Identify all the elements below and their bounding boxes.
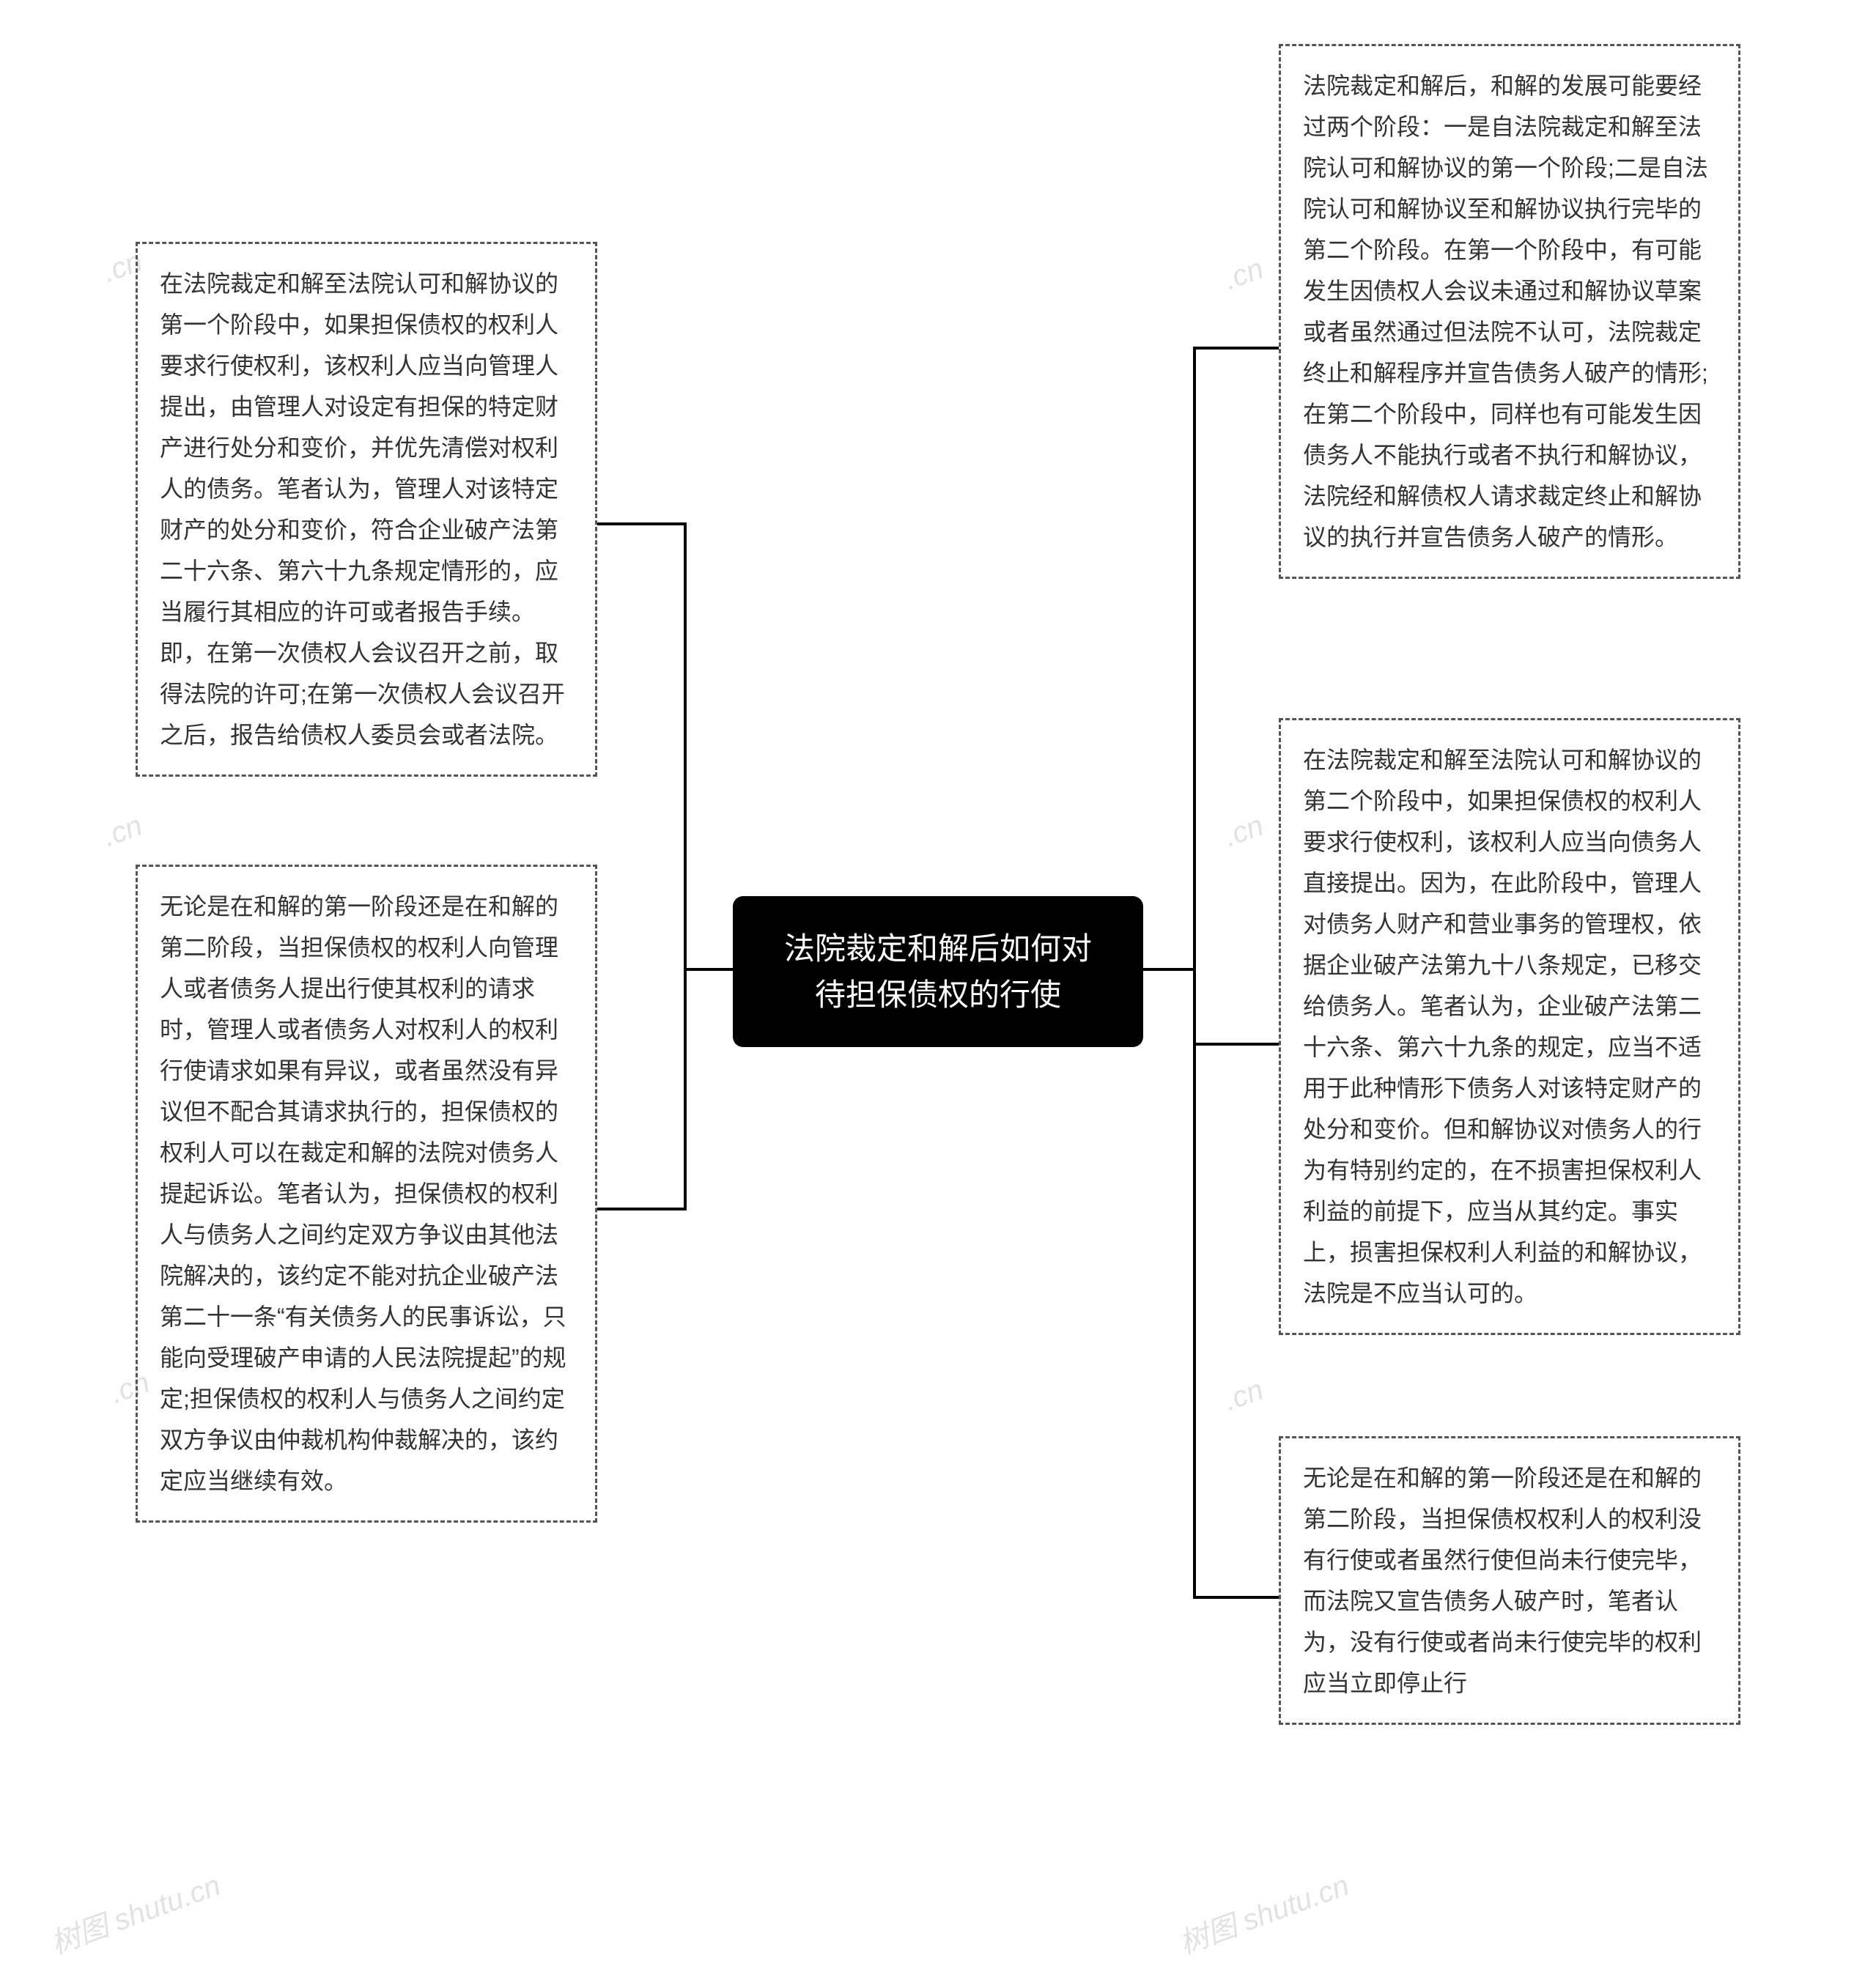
right-node-3: 无论是在和解的第一阶段还是在和解的第二阶段，当担保债权权利人的权利没有行使或者虽…: [1279, 1436, 1740, 1725]
watermark: .cn: [1220, 809, 1268, 854]
watermark: .cn: [1220, 1373, 1268, 1418]
right-connector: [1143, 344, 1279, 1605]
watermark: 树图 shutu.cn: [1172, 1862, 1354, 1962]
left-connector: [597, 520, 733, 1216]
watermark: .cn: [99, 809, 147, 854]
diagram-canvas: .cn .cn .cn .cn .cn .cn 树图 shutu.cn 树图 s…: [0, 0, 1876, 1963]
left-node-2: 无论是在和解的第一阶段还是在和解的第二阶段，当担保债权的权利人向管理人或者债务人…: [136, 865, 597, 1523]
right-node-2: 在法院裁定和解至法院认可和解协议的第二个阶段中，如果担保债权的权利人要求行使权利…: [1279, 718, 1740, 1335]
right-node-1: 法院裁定和解后，和解的发展可能要经过两个阶段：一是自法院裁定和解至法院认可和解协…: [1279, 44, 1740, 579]
left-node-1: 在法院裁定和解至法院认可和解协议的第一个阶段中，如果担保债权的权利人要求行使权利…: [136, 242, 597, 777]
center-node: 法院裁定和解后如何对待担保债权的行使: [733, 896, 1143, 1047]
watermark: 树图 shutu.cn: [44, 1862, 226, 1962]
watermark: .cn: [1220, 252, 1268, 297]
